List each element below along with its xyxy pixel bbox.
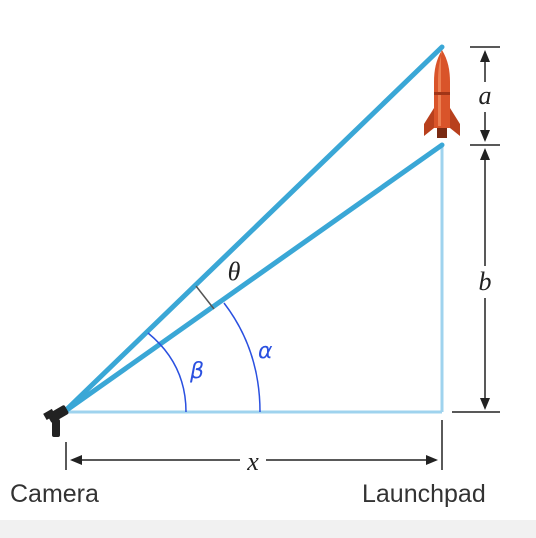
label-a: a xyxy=(479,81,492,110)
rocket-icon xyxy=(424,50,460,138)
x-arrow-left-icon xyxy=(70,455,82,465)
label-camera: Camera xyxy=(10,480,99,508)
label-x: x xyxy=(246,447,259,476)
label-launchpad: Launchpad xyxy=(362,480,486,508)
rocket-angle-diagram: a b x θ α β Camera Launchpad xyxy=(10,44,500,508)
sight-line-bottom xyxy=(61,142,445,415)
label-theta: θ xyxy=(228,257,241,286)
alpha-arc xyxy=(223,302,261,413)
footer-strip xyxy=(0,520,536,538)
a-arrow-up-icon xyxy=(480,50,490,62)
label-alpha: α xyxy=(258,339,273,364)
diagram-canvas: a b x θ α β Camera Launchpad xyxy=(10,44,500,508)
label-b: b xyxy=(479,267,492,296)
camera-icon xyxy=(43,405,69,437)
a-arrow-down-icon xyxy=(480,130,490,142)
b-arrow-up-icon xyxy=(480,148,490,160)
theta-arc xyxy=(195,285,215,310)
label-beta: β xyxy=(189,359,204,384)
x-arrow-right-icon xyxy=(426,455,438,465)
beta-arc xyxy=(147,332,187,413)
sight-line-top xyxy=(61,44,445,415)
b-arrow-down-icon xyxy=(480,398,490,410)
